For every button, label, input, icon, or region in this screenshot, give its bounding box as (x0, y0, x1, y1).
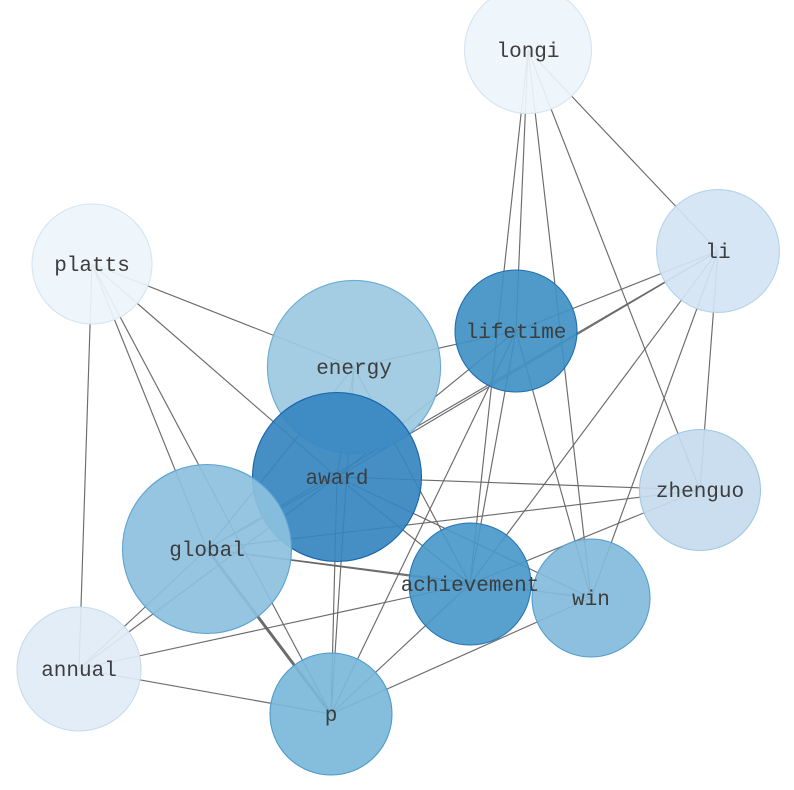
svg-text:achievement: achievement (401, 575, 540, 598)
svg-text:zhenguo: zhenguo (656, 481, 744, 504)
svg-text:p: p (325, 705, 338, 728)
svg-text:win: win (572, 589, 610, 612)
svg-text:global: global (169, 540, 245, 563)
svg-text:longi: longi (496, 41, 559, 64)
svg-text:annual: annual (41, 660, 117, 683)
svg-text:li: li (705, 242, 730, 265)
svg-text:lifetime: lifetime (466, 322, 567, 345)
svg-text:energy: energy (316, 358, 392, 381)
svg-text:platts: platts (54, 255, 130, 278)
svg-text:award: award (305, 468, 368, 491)
